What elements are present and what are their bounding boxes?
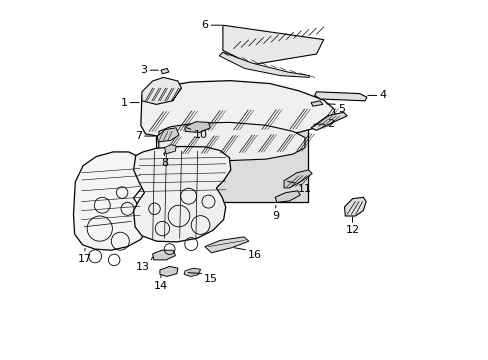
Polygon shape bbox=[142, 77, 181, 104]
Text: 9: 9 bbox=[272, 211, 279, 221]
Text: 12: 12 bbox=[345, 225, 359, 235]
Polygon shape bbox=[156, 128, 307, 202]
Polygon shape bbox=[284, 170, 311, 188]
Text: 16: 16 bbox=[247, 250, 262, 260]
Polygon shape bbox=[161, 68, 168, 74]
Polygon shape bbox=[152, 250, 175, 260]
Text: 11: 11 bbox=[297, 184, 311, 194]
Text: 10: 10 bbox=[193, 130, 207, 140]
Polygon shape bbox=[133, 147, 230, 242]
Polygon shape bbox=[204, 237, 248, 253]
Text: 3: 3 bbox=[140, 65, 147, 75]
Polygon shape bbox=[223, 25, 323, 65]
Polygon shape bbox=[160, 266, 178, 276]
Polygon shape bbox=[219, 52, 309, 77]
Text: 1: 1 bbox=[120, 98, 127, 108]
Text: 2: 2 bbox=[326, 119, 334, 129]
Polygon shape bbox=[344, 197, 366, 216]
Polygon shape bbox=[310, 101, 322, 106]
Text: 14: 14 bbox=[154, 281, 168, 291]
Text: 15: 15 bbox=[204, 274, 218, 284]
Polygon shape bbox=[164, 145, 176, 154]
Text: 5: 5 bbox=[337, 104, 345, 114]
Polygon shape bbox=[159, 122, 305, 161]
Text: 8: 8 bbox=[161, 158, 168, 168]
Polygon shape bbox=[73, 152, 148, 250]
Text: 17: 17 bbox=[78, 254, 92, 264]
Polygon shape bbox=[157, 128, 179, 142]
Polygon shape bbox=[185, 122, 210, 132]
Polygon shape bbox=[183, 268, 200, 276]
Text: 6: 6 bbox=[201, 20, 208, 30]
Text: 13: 13 bbox=[136, 262, 150, 272]
Text: 7: 7 bbox=[135, 131, 142, 141]
Polygon shape bbox=[314, 92, 366, 101]
Polygon shape bbox=[141, 81, 334, 138]
Polygon shape bbox=[275, 191, 300, 202]
Text: 4: 4 bbox=[379, 90, 386, 100]
Polygon shape bbox=[310, 112, 346, 130]
